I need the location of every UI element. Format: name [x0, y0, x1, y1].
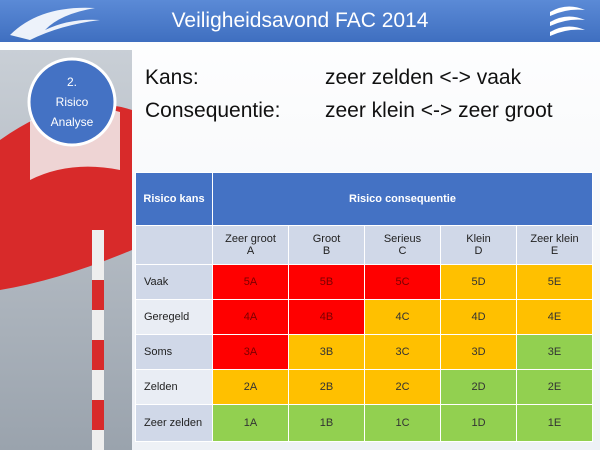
risk-cell: 5E	[516, 264, 593, 300]
row-label: Zelden	[135, 369, 213, 405]
risk-cell: 2C	[364, 369, 441, 405]
column-header-line: C	[398, 245, 407, 257]
risk-cell: 4D	[440, 299, 517, 335]
risk-cell: 3A	[212, 334, 289, 370]
row-label: Vaak	[135, 264, 213, 300]
row-label: Soms	[135, 334, 213, 370]
risk-cell: 1D	[440, 404, 517, 442]
risk-matrix: Risico kans Risico consequentie Zeer groot…	[135, 172, 593, 442]
empty-cell	[135, 225, 213, 265]
column-header: Klein D	[440, 225, 517, 265]
legend-term: Consequentie:	[145, 99, 281, 122]
column-header: Zeer klein E	[516, 225, 593, 265]
column-header: Zeer groot A	[212, 225, 289, 265]
risk-cell: 1B	[288, 404, 365, 442]
risk-cell: 1C	[364, 404, 441, 442]
header-cell: Risico consequentie	[212, 172, 593, 226]
column-row: Zeer groot A Groot B Serieus C Klein D Zeer klei…	[135, 225, 593, 265]
logo	[10, 7, 100, 40]
column-header-line: Klein	[466, 233, 491, 245]
risk-cell: 4E	[516, 299, 593, 335]
birds-icon	[550, 6, 585, 36]
risk-cell: 2D	[440, 369, 517, 405]
risk-cell: 2E	[516, 369, 593, 405]
risk-cell: 4A	[212, 299, 289, 335]
row-label: Geregeld	[135, 299, 213, 335]
badge-text: Risico	[56, 95, 89, 109]
risk-cell: 4C	[364, 299, 441, 335]
badge-text: 2.	[67, 75, 77, 89]
column-header-line: Groot	[312, 233, 341, 245]
risk-cell: 3C	[364, 334, 441, 370]
column-header-line: Zeer klein	[530, 233, 579, 245]
risk-cell: 5C	[364, 264, 441, 300]
column-header: Groot B	[288, 225, 365, 265]
badge-text: Analyse	[51, 115, 94, 129]
risk-cell: 5A	[212, 264, 289, 300]
risk-cell: 4B	[288, 299, 365, 335]
matrix-row: Zeer zelden 1A 1B 1C 1D 1E	[135, 404, 593, 442]
risk-cell: 1A	[212, 404, 289, 442]
risk-cell: 3B	[288, 334, 365, 370]
matrix-row: Soms 3A 3B 3C 3D 3E	[135, 334, 593, 370]
legend-term: Kans:	[145, 66, 199, 89]
column-header-line: E	[550, 245, 559, 257]
column-header-line: A	[246, 245, 255, 257]
risk-cell: 1E	[516, 404, 593, 442]
risk-cell: 2B	[288, 369, 365, 405]
risk-cell: 5B	[288, 264, 365, 300]
column-header: Serieus C	[364, 225, 441, 265]
risk-cell: 3E	[516, 334, 593, 370]
windsock-photo: 2. Risico Analyse	[0, 50, 132, 450]
matrix-row: Vaak 5A 5B 5C 5D 5E	[135, 264, 593, 300]
slide-title: Veiligheidsavond FAC 2014	[171, 9, 429, 32]
matrix-row: Geregeld 4A 4B 4C 4D 4E	[135, 299, 593, 335]
risk-cell: 2A	[212, 369, 289, 405]
legend-text: zeer zelden <-> vaak	[325, 66, 522, 89]
risk-cell: 5D	[440, 264, 517, 300]
column-header-line: Zeer groot	[225, 233, 276, 245]
risk-cell: 3D	[440, 334, 517, 370]
column-header-line: D	[474, 245, 483, 257]
row-label: Zeer zelden	[135, 404, 213, 442]
matrix-row: Zelden 2A 2B 2C 2D 2E	[135, 369, 593, 405]
column-header-line: Serieus	[383, 233, 422, 245]
column-header-line: B	[322, 245, 331, 257]
header-cell: Risico kans	[135, 172, 213, 226]
header-row: Risico kans Risico consequentie	[135, 172, 593, 226]
header-bar: Veiligheidsavond FAC 2014	[0, 0, 600, 42]
legend-text: zeer klein <-> zeer groot	[325, 99, 553, 122]
